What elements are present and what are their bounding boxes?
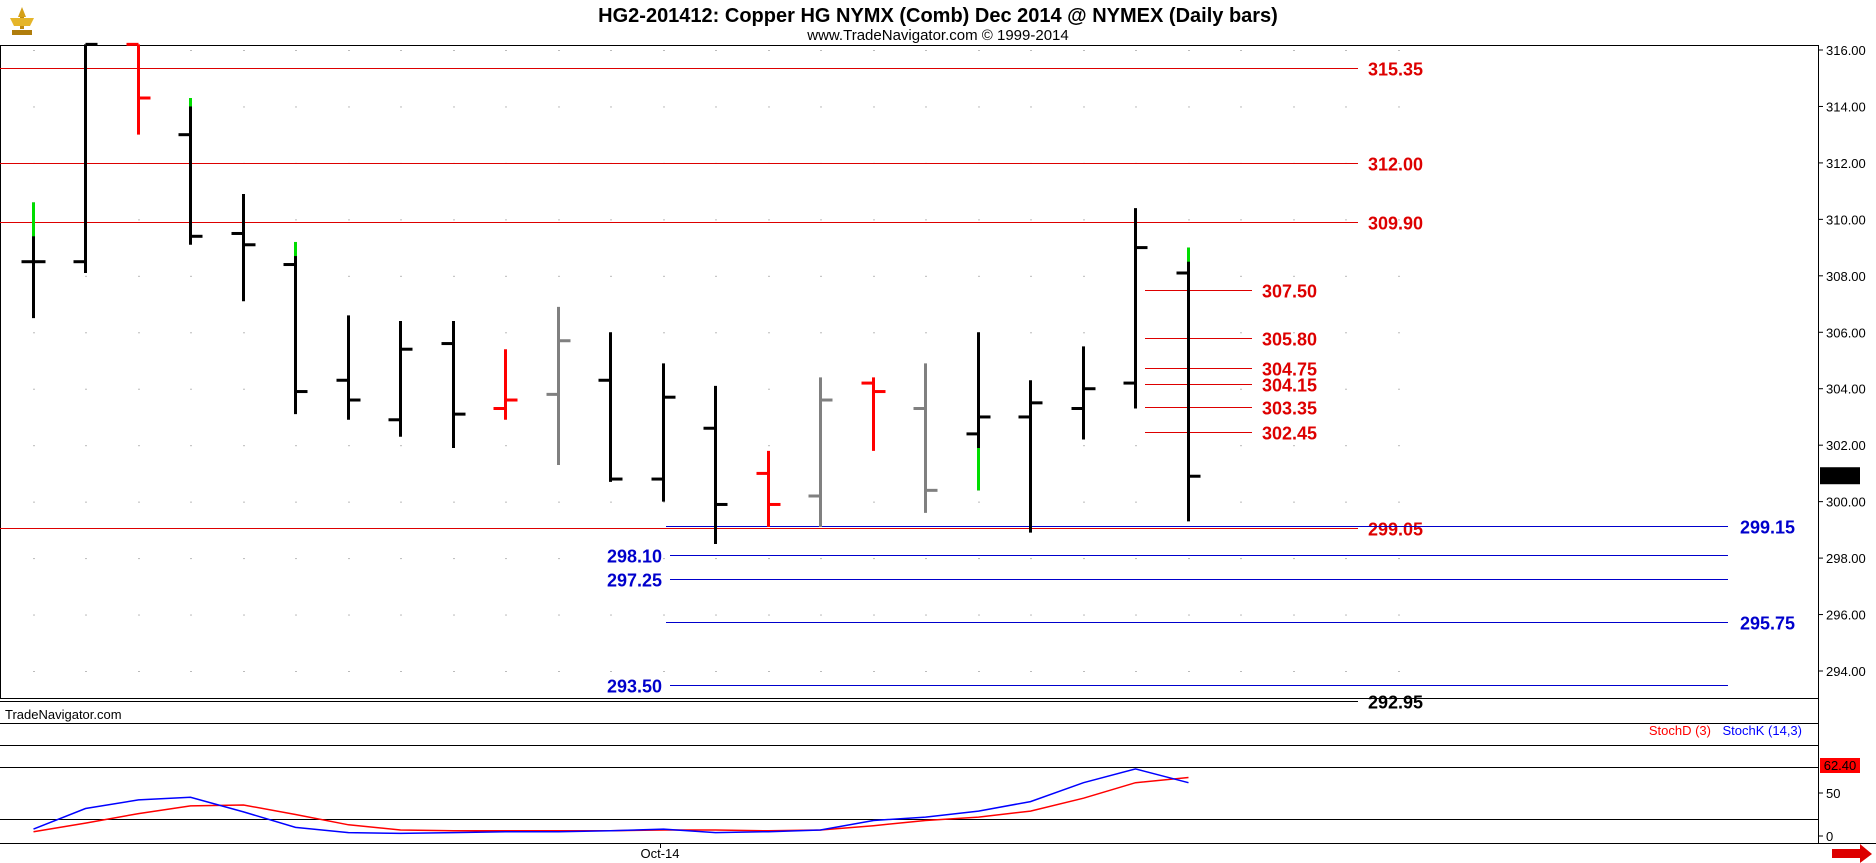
price-levels: 315.35 312.00 309.90 307.50 305.80 304.75304.… [0, 60, 1795, 713]
price-tick-label: 312.00 [1826, 156, 1866, 171]
legend-stochd: StochD (3) [1649, 723, 1711, 738]
ohlc-bar [21, 202, 46, 319]
chart-title: HG2-201412: Copper HG NYMX (Comb) Dec 20… [598, 5, 1278, 27]
price-tick-label: 310.00 [1826, 212, 1866, 227]
ohlc-bar [388, 320, 413, 437]
ohlc-bar [283, 241, 308, 415]
price-level-label: 299.05 [1368, 520, 1423, 540]
price-level-label: 315.35 [1368, 60, 1423, 80]
ohlc-bar [703, 385, 728, 544]
ohlc-bar [546, 306, 571, 465]
price-tick-label: 300.00 [1826, 495, 1866, 510]
stoch-last-tag: 62.40 [1820, 758, 1860, 773]
price-panel-frame [0, 45, 1819, 699]
stoch-last-label: 62.40 [1824, 758, 1857, 773]
ohlc-bar [1176, 247, 1201, 522]
price-level-label: 297.25 [607, 571, 662, 591]
price-tick-label: 304.00 [1826, 382, 1866, 397]
legend-stochk: StochK (14,3) [1723, 723, 1803, 738]
last-price-tag: 300.90 [1820, 467, 1860, 485]
price-level-label: 302.45 [1262, 424, 1317, 444]
price-tick-label: 306.00 [1826, 325, 1866, 340]
ohlc-bar [493, 349, 518, 420]
ohlc-bar [336, 315, 361, 420]
stochastic-axis: 50 0 [1818, 786, 1840, 844]
price-level-label: 299.15 [1740, 518, 1795, 538]
price-level-label: 295.75 [1740, 614, 1795, 634]
price-tick-label: 294.00 [1826, 664, 1866, 679]
ohlc-bar [231, 193, 256, 302]
stoch-series-line [33, 768, 1189, 835]
price-tick-label: 316.00 [1826, 43, 1866, 58]
ohlc-bar [126, 42, 151, 135]
ohlc-bar [808, 377, 833, 528]
price-level-label: 305.80 [1262, 330, 1317, 350]
price-tick-label: 296.00 [1826, 608, 1866, 623]
price-tick-label: 314.00 [1826, 99, 1866, 114]
price-level-label: 309.90 [1368, 214, 1423, 234]
stoch-tick-label: 50 [1826, 786, 1840, 801]
price-tick-label: 298.00 [1826, 551, 1866, 566]
x-tick-label-oct: Oct-14 [640, 846, 679, 861]
price-axis: 316.00 314.00 312.00 310.00 308.00 306.00 304.… [1818, 43, 1866, 679]
price-level-label: 307.50 [1262, 282, 1317, 302]
chart-subtitle: www.TradeNavigator.com © 1999-2014 [806, 27, 1068, 44]
grid-dots [33, 50, 1400, 672]
stoch-tick-label: 0 [1826, 829, 1833, 844]
watermark: TradeNavigator.com [5, 707, 122, 722]
price-tick-label: 308.00 [1826, 269, 1866, 284]
ohlc-bar [651, 363, 676, 502]
golden-trophy-logo-icon [4, 4, 40, 38]
price-level-label: 304.75 [1262, 360, 1317, 380]
ohlc-bar [1123, 208, 1148, 409]
last-price-label: 300.90 [1820, 469, 1860, 484]
ohlc-bar [441, 320, 466, 449]
price-level-label: 304.15 [1262, 376, 1317, 396]
red-right-arrow-icon[interactable] [1832, 844, 1872, 863]
ohlc-bar [861, 377, 886, 451]
ohlc-bars [21, 42, 1201, 544]
ohlc-bar [178, 97, 203, 245]
ohlc-bar [966, 332, 991, 491]
ohlc-bar [598, 332, 623, 482]
ohlc-bar [1071, 346, 1096, 440]
price-tick-label: 302.00 [1826, 438, 1866, 453]
price-level-label: 292.95 [1368, 693, 1423, 713]
ohlc-bar [1018, 380, 1043, 533]
ohlc-bar [913, 363, 938, 513]
price-level-label: 298.10 [607, 547, 662, 567]
ohlc-bar [73, 42, 98, 273]
price-level-label: 303.35 [1262, 399, 1317, 419]
price-level-label: 312.00 [1368, 155, 1423, 175]
price-level-label: 293.50 [607, 677, 662, 697]
stochastic-lines [0, 767, 1818, 835]
ohlc-bar [756, 450, 781, 528]
